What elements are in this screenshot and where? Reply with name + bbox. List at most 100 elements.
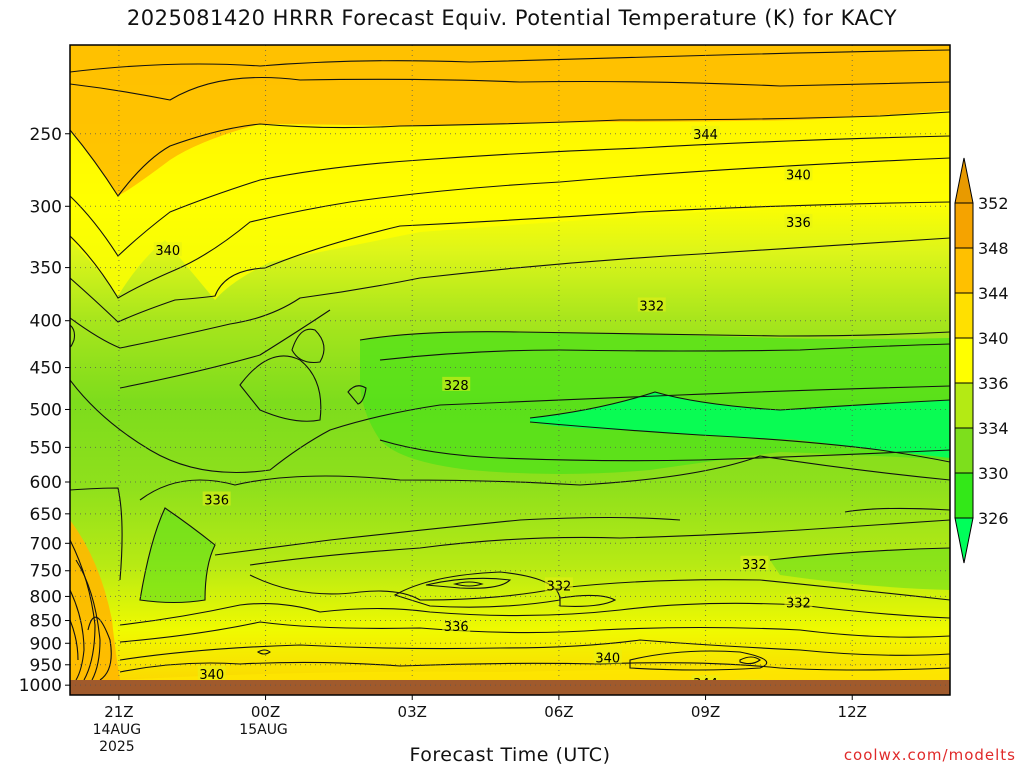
contour-label: 340: [155, 244, 180, 259]
plot-area: 3443403363403323283363323323323363403403…: [70, 45, 950, 695]
contour-line: [70, 487, 123, 581]
contour-label: 340: [199, 668, 224, 683]
colorbar-segment: [954, 472, 974, 519]
y-tick-label: 250: [30, 125, 62, 145]
colorbar-segment: [954, 427, 974, 474]
contour-line: [769, 547, 950, 561]
contour-line: [87, 616, 112, 681]
contour-label-bg: [784, 166, 813, 181]
contour-label: 336: [204, 493, 229, 508]
colorbar-segment: [954, 292, 974, 339]
colorbar-segment: [954, 247, 974, 294]
field-region-surface-yellow: [120, 664, 950, 680]
colorbar-label: 336: [978, 374, 1009, 393]
contour-line: [529, 391, 950, 419]
colorbar-label: 330: [978, 464, 1009, 483]
contour-line: [291, 328, 325, 364]
y-tick-label: 400: [30, 312, 62, 332]
colorbar-label: 344: [978, 284, 1009, 303]
contour-line: [70, 589, 85, 681]
contour-line: [379, 439, 950, 462]
x-tick-date-label: 14AUG: [93, 722, 142, 738]
contour-line: [119, 309, 331, 389]
contour-line: [70, 379, 950, 474]
x-axis-title: Forecast Time (UTC): [409, 744, 611, 766]
contour-label-bg: [197, 665, 226, 680]
colorbar: 326 330 334 336 340 344 348 352: [954, 157, 1009, 564]
contour-line: [139, 507, 216, 604]
y-tick-label: 650: [30, 505, 62, 525]
contour-label-bg: [442, 376, 471, 391]
grid-lines: [70, 45, 950, 686]
contour-line: [70, 619, 79, 661]
x-tick-date-label: 15AUG: [239, 722, 288, 738]
y-tick-label: 300: [30, 197, 62, 217]
field-region-green-midlow: [140, 508, 215, 603]
contour-line: [249, 519, 950, 566]
colorbar-label: 348: [978, 239, 1009, 258]
y-tick-label: 450: [30, 359, 62, 379]
x-tick-date-label: 2025: [99, 739, 135, 755]
contour-label-bg: [593, 649, 622, 664]
y-tick-label: 950: [30, 656, 62, 676]
contour-label: 340: [595, 652, 620, 667]
y-tick-label: 1000: [19, 676, 62, 696]
colorbar-segment: [954, 202, 974, 249]
contour-label: 332: [546, 579, 571, 594]
contour-label: 336: [444, 620, 469, 635]
colorbar-label: 334: [978, 419, 1009, 438]
contour-line: [70, 111, 950, 197]
contour-line: [70, 76, 950, 101]
colorbar-label: 340: [978, 329, 1009, 348]
contour-line: [629, 650, 768, 671]
contour-label-bg: [637, 297, 666, 312]
contour-line: [529, 421, 950, 463]
contour-label-bg: [544, 577, 573, 592]
contour-line: [359, 331, 950, 341]
x-tick-label: 21Z: [104, 703, 133, 721]
contour-line: [119, 639, 950, 661]
contour-label: 328: [444, 379, 469, 394]
contour-line: [119, 621, 950, 643]
contour-line: [559, 579, 950, 601]
contour-line: [452, 581, 484, 587]
contour-line: [239, 355, 322, 422]
contour-label-bg: [442, 618, 471, 633]
contour-line: [256, 649, 271, 655]
x-tick-label: 00Z: [251, 703, 280, 721]
contour-line: [70, 135, 950, 257]
field-region-surface-orange: [70, 520, 120, 680]
ground-below-surface: [70, 680, 950, 695]
contour-label: 332: [786, 596, 811, 611]
y-tick-label: 700: [30, 534, 62, 554]
colorbar-label: 352: [978, 194, 1009, 213]
contour-line: [119, 661, 950, 673]
colorbar-label: 326: [978, 509, 1009, 528]
contour-line: [70, 49, 950, 73]
contour-label-bg: [740, 555, 769, 570]
contour-label-bg: [202, 491, 231, 506]
y-tick-label: 600: [30, 473, 62, 493]
contour-line: [739, 656, 761, 665]
contour-line: [70, 237, 950, 349]
x-tick-label: 03Z: [398, 703, 427, 721]
x-tick-label: 06Z: [544, 703, 573, 721]
contour-line: [214, 516, 681, 556]
contour-label-bg: [691, 125, 720, 140]
contour-label-layer: 3443403363403323283363323323323363403403…: [153, 125, 813, 695]
y-tick-label: 550: [30, 438, 62, 458]
contour-label: 332: [742, 558, 767, 573]
field-region-upper-yellow: [70, 110, 950, 300]
plot-frame: [69, 44, 951, 696]
colorbar-bottom-arrow: [954, 517, 974, 564]
x-tick-label: 12Z: [838, 703, 867, 721]
contour-line: [70, 157, 950, 299]
field-region-green-lowlevel: [770, 548, 950, 590]
y-tick-label: 750: [30, 562, 62, 582]
contour-line: [379, 343, 950, 361]
contour-line: [559, 594, 617, 607]
field-region-bright-green: [530, 392, 950, 458]
contour-lines: [70, 49, 950, 681]
